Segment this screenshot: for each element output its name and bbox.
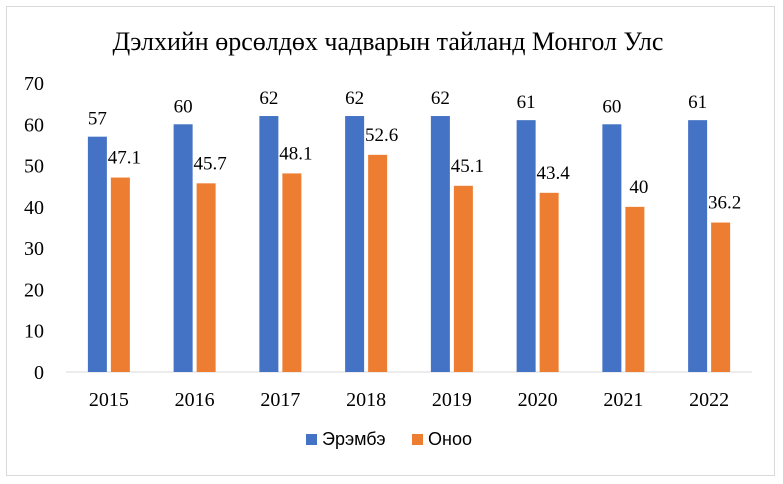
chart-frame	[6, 6, 775, 476]
bar-onoo	[196, 183, 216, 372]
data-label-erembe: 57	[88, 109, 107, 130]
data-label-erembe: 61	[517, 92, 536, 113]
bars	[87, 116, 731, 373]
x-axis: 2015 2016 2017 2018 2019 2020 2021 2022	[66, 371, 752, 411]
x-tick-label: 2015	[89, 389, 129, 411]
legend-swatch	[306, 434, 317, 445]
bar-onoo	[625, 206, 645, 372]
bar-onoo	[539, 192, 559, 372]
data-label-erembe: 61	[688, 92, 707, 113]
bar-onoo	[110, 177, 130, 372]
data-label-erembe: 62	[431, 88, 450, 109]
x-tick-label: 2019	[432, 389, 472, 411]
y-tick-label: 30	[24, 238, 44, 260]
bar-onoo	[368, 154, 388, 372]
bar-erembe	[430, 116, 450, 373]
y-tick-label: 0	[34, 362, 44, 384]
data-labels: 5747.16045.76248.16252.66245.16143.46040…	[88, 88, 741, 214]
y-tick-label: 10	[24, 321, 44, 343]
y-tick-label: 60	[24, 114, 44, 136]
data-label-onoo: 36.2	[708, 193, 741, 214]
legend: Эрэмбэ Оноо	[306, 429, 472, 449]
legend-label: Эрэмбэ	[322, 429, 386, 449]
bar-erembe	[87, 136, 107, 372]
data-label-erembe: 62	[259, 88, 278, 109]
data-label-onoo: 43.4	[537, 163, 571, 184]
bar-erembe	[345, 116, 365, 373]
data-label-onoo: 45.1	[451, 156, 484, 177]
legend-swatch	[412, 434, 423, 445]
x-tick-label: 2022	[689, 389, 729, 411]
x-tick-label: 2020	[518, 389, 558, 411]
y-axis: 0 10 20 30 40 50 60 70	[24, 73, 44, 384]
data-label-onoo: 52.6	[365, 125, 398, 146]
bar-erembe	[516, 120, 536, 373]
x-tick-label: 2018	[346, 389, 386, 411]
legend-label: Оноо	[428, 429, 472, 449]
bar-erembe	[259, 116, 279, 373]
chart-title: Дэлхийн өрсөлдөх чадварын тайланд Монгол…	[113, 27, 664, 56]
y-tick-label: 50	[24, 156, 44, 178]
y-tick-label: 20	[24, 279, 44, 301]
y-tick-label: 70	[24, 73, 44, 95]
data-label-onoo: 45.7	[194, 153, 227, 174]
data-label-erembe: 60	[174, 96, 193, 117]
bar-onoo	[453, 185, 473, 372]
bar-erembe	[602, 124, 622, 373]
bar-onoo	[711, 222, 731, 372]
data-label-erembe: 60	[602, 96, 621, 117]
y-tick-label: 40	[24, 197, 44, 219]
x-tick-label: 2017	[260, 389, 300, 411]
data-label-erembe: 62	[345, 88, 364, 109]
data-label-onoo: 47.1	[108, 148, 141, 169]
x-tick-label: 2021	[603, 389, 643, 411]
bar-erembe	[688, 120, 708, 373]
data-label-onoo: 40	[629, 177, 648, 198]
x-tick-label: 2016	[175, 389, 215, 411]
bar-onoo	[282, 173, 302, 372]
bar-erembe	[173, 124, 193, 373]
data-label-onoo: 48.1	[279, 143, 312, 164]
